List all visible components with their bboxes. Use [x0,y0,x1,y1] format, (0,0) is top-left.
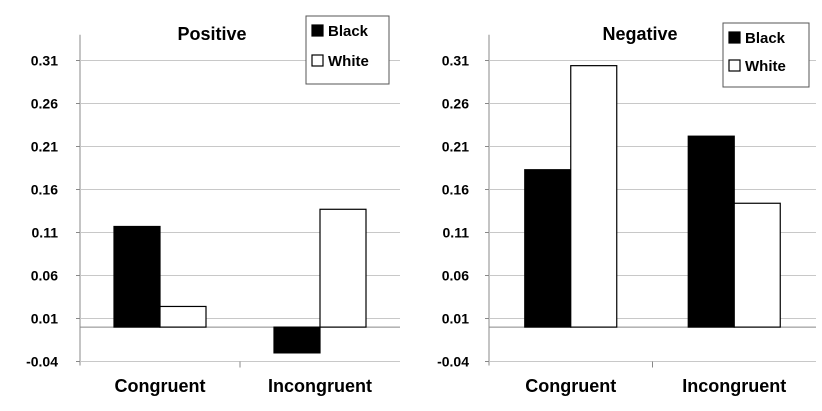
legend-label-white: White [328,53,369,70]
chart-svg-positive: 0.31 0.26 0.21 0.16 0.11 0.06 0.01 -0.04 Congrue… [26,15,400,396]
chart-title: Positive [177,24,246,44]
bar-white-congruent [570,65,618,328]
bar-white-incongruent [733,202,781,328]
y-tick-label: 0.26 [442,96,469,112]
bar-white-incongruent [319,208,367,328]
legend-box [722,22,810,88]
bar-black-congruent [113,225,161,328]
chart-panel-positive: 0.31 0.26 0.21 0.16 0.11 0.06 0.01 -0.04 Congrue… [0,0,411,406]
y-tick-label: 0.21 [442,139,469,155]
y-tick-label: 0.16 [31,182,58,198]
legend-label-black: Black [745,30,786,47]
y-tick-label: 0.16 [442,182,469,198]
y-tick-label: 0.21 [31,139,58,155]
bar-black-incongruent [687,135,735,328]
y-tick-label: 0.06 [442,268,469,284]
x-category-label: Incongruent [268,376,372,396]
legend-swatch-black [311,24,324,37]
chart-title: Negative [602,24,677,44]
bar-black-congruent [524,169,572,328]
x-category-label: Incongruent [682,376,786,396]
y-tick-label: 0.01 [31,311,58,327]
y-tick-label: 0.31 [442,53,469,69]
chart-panel-negative: 0.31 0.26 0.21 0.16 0.11 0.06 0.01 -0.04 Congrue… [411,0,822,406]
y-tick-label: 0.06 [31,268,58,284]
legend-swatch-black [728,31,741,44]
y-tick-label: -0.04 [437,354,469,370]
chart-svg-negative: 0.31 0.26 0.21 0.16 0.11 0.06 0.01 -0.04 Congrue… [437,22,816,396]
y-tick-label: 0.11 [443,225,470,241]
bar-white-congruent [159,305,207,328]
legend-box [305,15,390,85]
x-category-label: Congruent [525,376,616,396]
legend-label-black: Black [328,23,369,40]
y-tick-label: 0.31 [31,53,58,69]
y-tick-label: 0.11 [32,225,59,241]
bar-black-incongruent [273,326,321,354]
legend-label-white: White [745,58,786,75]
y-tick-label: -0.04 [26,354,58,370]
y-tick-label: 0.26 [31,96,58,112]
legend-swatch-white [311,54,324,67]
y-tick-label: 0.01 [442,311,469,327]
legend-swatch-white [728,59,741,72]
x-category-label: Congruent [115,376,206,396]
